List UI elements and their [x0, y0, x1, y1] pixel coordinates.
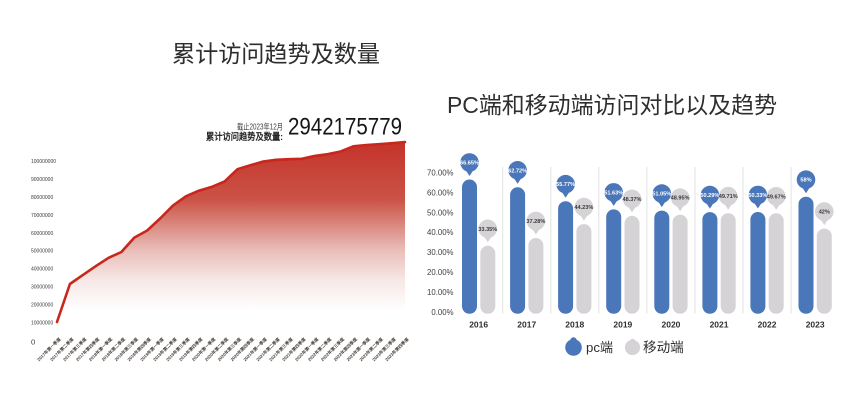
- svg-text:80000000: 80000000: [31, 195, 53, 201]
- svg-text:70000000: 70000000: [31, 213, 53, 219]
- svg-text:30000000: 30000000: [31, 285, 53, 291]
- svg-text:2019: 2019: [613, 320, 632, 330]
- svg-text:40000000: 40000000: [31, 267, 53, 273]
- svg-text:0.00%: 0.00%: [431, 308, 453, 317]
- svg-text:49.71%: 49.71%: [719, 194, 738, 200]
- svg-text:48.37%: 48.37%: [623, 197, 642, 203]
- svg-text:累计访问趋势及数量: 累计访问趋势及数量: [172, 41, 380, 67]
- svg-text:2020: 2020: [661, 320, 680, 330]
- svg-text:10.00%: 10.00%: [427, 288, 454, 297]
- svg-text:49.67%: 49.67%: [767, 194, 786, 200]
- svg-text:PC端和移动端访问对比以及趋势: PC端和移动端访问对比以及趋势: [447, 92, 777, 118]
- svg-text:58%: 58%: [800, 178, 811, 184]
- svg-text:37.28%: 37.28%: [526, 219, 545, 225]
- svg-text:62.72%: 62.72%: [508, 168, 527, 174]
- svg-text:2022: 2022: [758, 320, 777, 330]
- svg-text:20000000: 20000000: [31, 302, 53, 308]
- svg-text:42%: 42%: [819, 210, 830, 216]
- svg-text:50000000: 50000000: [31, 249, 53, 255]
- svg-text:2017: 2017: [517, 320, 536, 330]
- svg-text:51.05%: 51.05%: [652, 192, 671, 198]
- svg-text:pc端: pc端: [586, 340, 613, 355]
- svg-text:44.23%: 44.23%: [574, 205, 593, 211]
- svg-text:2016: 2016: [469, 320, 488, 330]
- svg-text:51.63%: 51.63%: [604, 190, 623, 196]
- svg-text:50.00%: 50.00%: [427, 208, 454, 217]
- svg-text:截止2023年12月: 截止2023年12月: [237, 121, 283, 131]
- svg-text:2021: 2021: [710, 320, 729, 330]
- svg-text:70.00%: 70.00%: [427, 168, 454, 177]
- svg-text:50.33%: 50.33%: [748, 193, 767, 199]
- svg-text:55.77%: 55.77%: [556, 182, 575, 188]
- svg-text:100000000: 100000000: [31, 159, 56, 165]
- svg-text:50.29%: 50.29%: [700, 193, 719, 199]
- svg-text:60000000: 60000000: [31, 231, 53, 237]
- svg-text:2942175779: 2942175779: [288, 114, 402, 141]
- svg-text:2023: 2023: [806, 320, 825, 330]
- svg-text:累计访问趋势及数量:: 累计访问趋势及数量:: [206, 131, 283, 143]
- svg-text:30.00%: 30.00%: [427, 248, 454, 257]
- svg-text:90000000: 90000000: [31, 177, 53, 183]
- svg-text:48.95%: 48.95%: [671, 196, 690, 202]
- svg-text:2018: 2018: [565, 320, 584, 330]
- svg-text:66.65%: 66.65%: [460, 161, 479, 167]
- svg-text:60.00%: 60.00%: [427, 188, 454, 197]
- svg-text:40.00%: 40.00%: [427, 228, 454, 237]
- svg-text:0: 0: [31, 338, 35, 347]
- svg-text:20.00%: 20.00%: [427, 268, 454, 277]
- svg-text:33.35%: 33.35%: [478, 227, 497, 233]
- svg-text:10000000: 10000000: [31, 320, 53, 326]
- svg-text:移动端: 移动端: [643, 340, 684, 355]
